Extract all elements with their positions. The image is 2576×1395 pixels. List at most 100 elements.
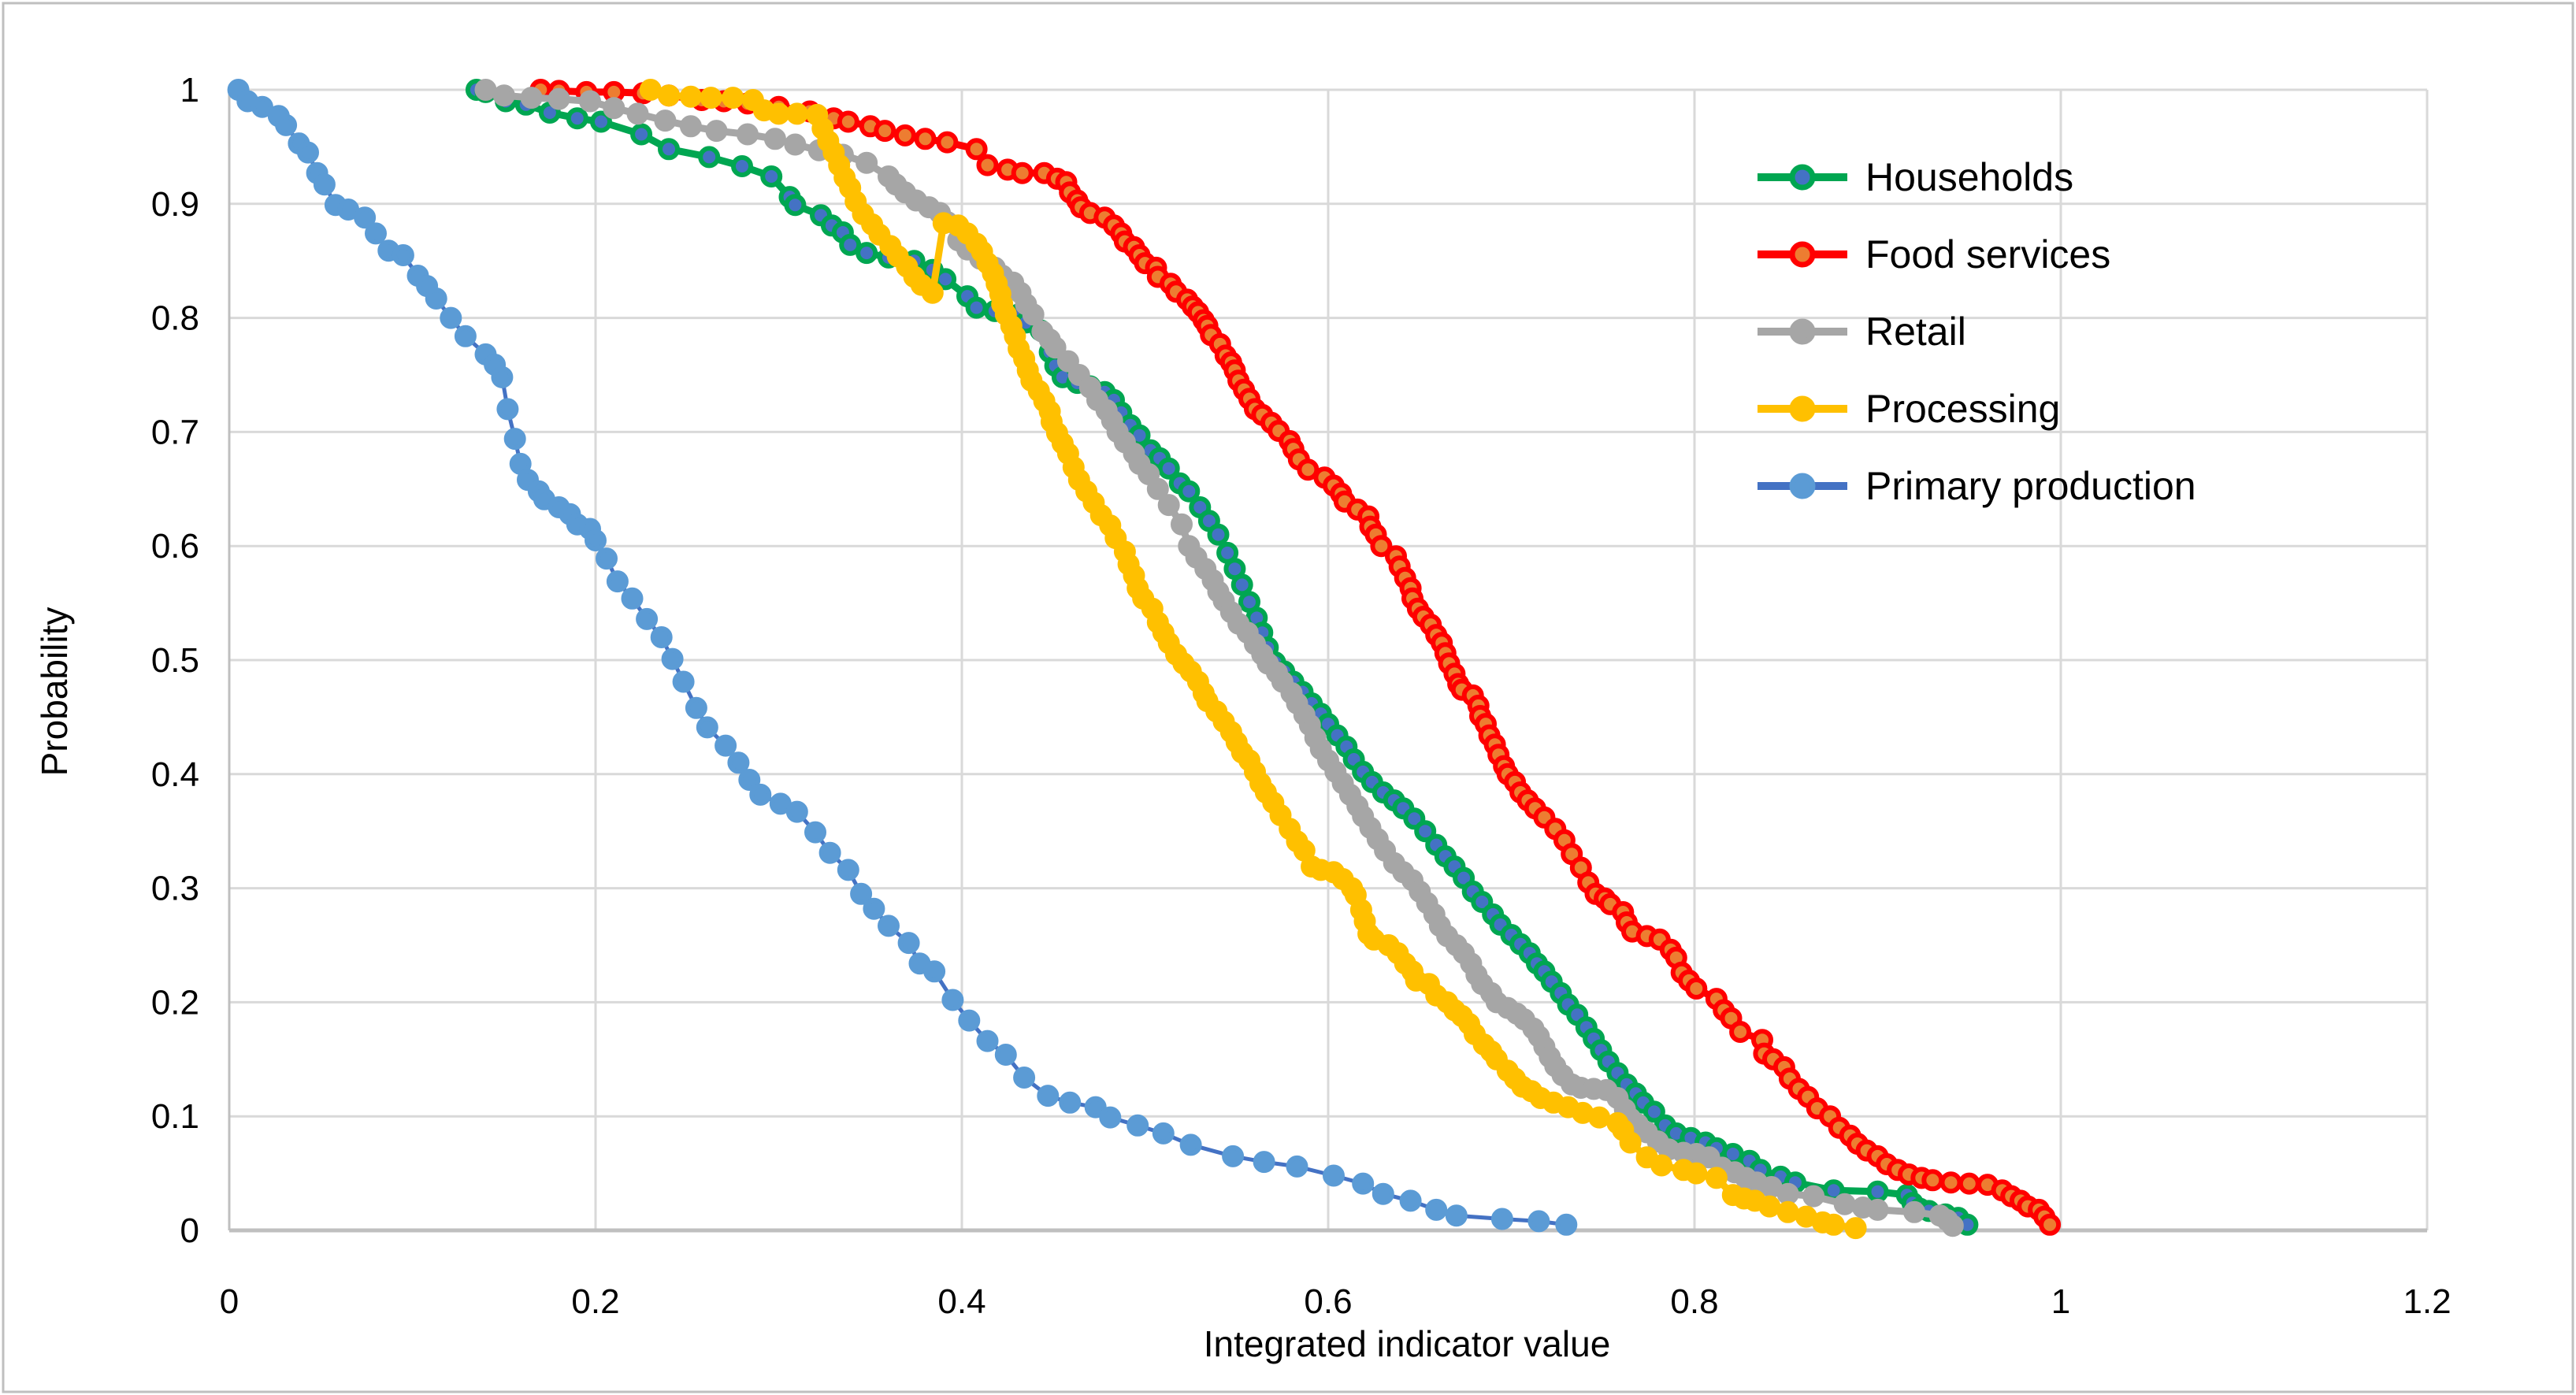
data-point-marker bbox=[1939, 1171, 1962, 1194]
data-point-marker bbox=[547, 87, 570, 110]
y-axis-title: Probability bbox=[34, 607, 75, 777]
data-point-marker bbox=[837, 859, 859, 881]
data-point-marker bbox=[696, 716, 718, 739]
data-point-marker bbox=[850, 882, 873, 905]
data-point-marker bbox=[1705, 1167, 1728, 1189]
data-point-marker bbox=[856, 242, 878, 265]
data-point-marker bbox=[603, 97, 625, 120]
data-point-marker bbox=[1650, 1154, 1673, 1177]
data-point-marker bbox=[639, 79, 662, 101]
data-point-marker bbox=[936, 131, 959, 154]
series-households bbox=[465, 79, 1979, 1236]
data-point-marker bbox=[354, 206, 377, 229]
data-point-marker bbox=[1157, 457, 1180, 480]
data-point-marker bbox=[626, 102, 649, 125]
legend-item-households[interactable]: Households bbox=[1758, 155, 2073, 199]
x-tick-label: 0 bbox=[220, 1282, 239, 1321]
data-point-marker bbox=[1370, 535, 1393, 558]
data-point-marker bbox=[251, 95, 273, 118]
data-point-marker bbox=[785, 102, 808, 125]
data-point-marker bbox=[1619, 1131, 1642, 1154]
legend: Households Food services Retail Processing P… bbox=[1758, 155, 2196, 508]
data-point-marker bbox=[491, 365, 514, 388]
data-point-marker bbox=[1941, 1215, 1964, 1237]
legend-marker bbox=[1789, 395, 1816, 422]
data-point-marker bbox=[392, 244, 414, 266]
data-point-marker bbox=[1146, 477, 1169, 500]
data-point-marker bbox=[1179, 1133, 1202, 1156]
y-tick-label: 0.3 bbox=[151, 870, 199, 908]
legend-marker bbox=[1789, 318, 1816, 345]
data-point-marker bbox=[1802, 1185, 1825, 1208]
y-tick-label: 0.7 bbox=[151, 413, 199, 451]
data-point-marker bbox=[878, 915, 900, 937]
data-point-marker bbox=[630, 123, 653, 146]
data-point-marker bbox=[1685, 1162, 1708, 1185]
data-point-marker bbox=[921, 281, 944, 304]
data-point-marker bbox=[923, 960, 946, 983]
data-point-marker bbox=[804, 821, 826, 844]
data-point-marker bbox=[893, 124, 916, 147]
legend-label: Food services bbox=[1865, 232, 2110, 276]
data-point-marker bbox=[679, 115, 702, 138]
data-point-marker bbox=[863, 897, 885, 920]
legend-marker bbox=[1789, 241, 1816, 268]
data-point-marker bbox=[440, 306, 462, 329]
data-point-marker bbox=[1844, 1217, 1867, 1240]
data-point-marker bbox=[585, 529, 607, 551]
series-line bbox=[536, 86, 2054, 1229]
data-point-marker bbox=[958, 1009, 981, 1032]
legend-item-processing[interactable]: Processing bbox=[1758, 387, 2060, 431]
legend-item-primary-production[interactable]: Primary production bbox=[1758, 464, 2196, 508]
data-point-marker bbox=[1921, 1169, 1944, 1192]
data-point-marker bbox=[1013, 1067, 1036, 1089]
data-point-marker bbox=[818, 841, 841, 864]
data-point-marker bbox=[1866, 1180, 1889, 1203]
data-point-marker bbox=[1157, 494, 1180, 517]
legend-label: Retail bbox=[1865, 310, 1966, 354]
data-point-marker bbox=[520, 87, 543, 109]
data-point-marker bbox=[474, 79, 497, 101]
data-point-marker bbox=[1425, 1198, 1448, 1221]
x-tick-label: 0.8 bbox=[1670, 1282, 1718, 1321]
legend-item-retail[interactable]: Retail bbox=[1758, 310, 1966, 354]
data-point-marker bbox=[454, 325, 477, 347]
data-point-marker bbox=[914, 128, 937, 150]
data-point-marker bbox=[1127, 1114, 1149, 1137]
data-point-marker bbox=[297, 141, 319, 164]
data-point-marker bbox=[1011, 161, 1034, 184]
data-point-marker bbox=[1414, 820, 1437, 843]
data-point-marker bbox=[579, 90, 601, 113]
series-food-services bbox=[529, 79, 2062, 1236]
data-point-marker bbox=[1729, 1021, 1752, 1043]
data-point-marker bbox=[1685, 978, 1708, 1000]
data-point-marker bbox=[492, 84, 515, 107]
y-tick-label: 0.5 bbox=[151, 641, 199, 680]
series-line bbox=[473, 86, 1971, 1229]
data-point-marker bbox=[1297, 458, 1320, 481]
data-point-marker bbox=[1059, 1091, 1082, 1114]
x-tick-label: 1 bbox=[2051, 1282, 2070, 1321]
data-point-marker bbox=[425, 288, 447, 310]
legend-marker bbox=[1789, 473, 1816, 499]
data-point-marker bbox=[1084, 1096, 1107, 1119]
data-point-marker bbox=[496, 398, 519, 421]
legend-label: Processing bbox=[1865, 387, 2060, 431]
data-point-marker bbox=[698, 146, 721, 169]
data-point-marker bbox=[727, 751, 750, 774]
data-point-marker bbox=[1044, 336, 1067, 359]
data-point-marker bbox=[737, 123, 759, 146]
data-point-marker bbox=[1056, 350, 1079, 373]
data-point-marker bbox=[606, 570, 629, 593]
y-tick-label: 1 bbox=[180, 71, 199, 109]
data-point-marker bbox=[1642, 1100, 1665, 1123]
data-point-marker bbox=[650, 626, 673, 648]
data-point-marker bbox=[658, 84, 680, 107]
data-point-marker bbox=[596, 547, 618, 570]
y-tick-label: 0 bbox=[180, 1211, 199, 1250]
data-point-marker bbox=[1022, 303, 1045, 326]
data-point-marker bbox=[767, 102, 790, 125]
legend-item-food-services[interactable]: Food services bbox=[1758, 232, 2110, 276]
